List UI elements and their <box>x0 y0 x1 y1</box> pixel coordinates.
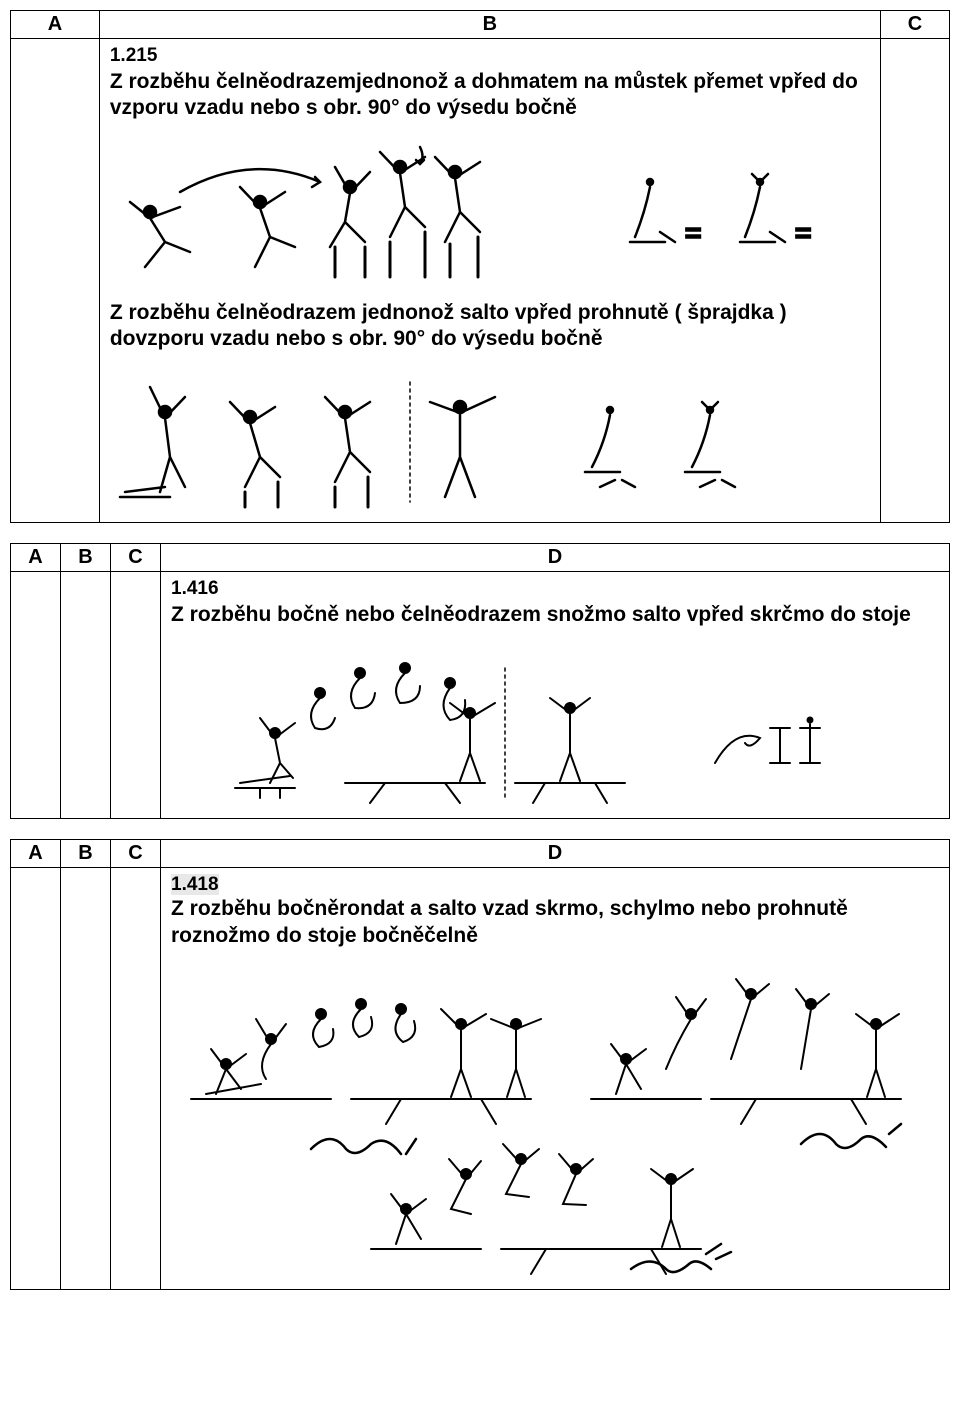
skill-description-2: Z rozběhu čelněodrazem jednonož salto vp… <box>110 300 870 353</box>
skill-table-3: A B C D 1.418 Z rozběhu bočněrondat a sa… <box>10 839 950 1290</box>
cell-C <box>880 39 949 523</box>
col-header-C: C <box>111 544 161 572</box>
cell-A <box>11 868 61 1290</box>
table-row: 1.215 Z rozběhu čelněodrazemjednonož a d… <box>11 39 950 523</box>
col-header-D: D <box>161 840 950 868</box>
cell-A <box>11 39 100 523</box>
cell-D: 1.418 Z rozběhu bočněrondat a salto vzad… <box>161 868 950 1290</box>
cell-B: 1.215 Z rozběhu čelněodrazemjednonož a d… <box>99 39 880 523</box>
cell-C <box>111 868 161 1290</box>
skill-code: 1.215 <box>110 45 870 67</box>
col-header-A: A <box>11 544 61 572</box>
col-header-A: A <box>11 11 100 39</box>
skill-illustration <box>171 959 939 1279</box>
cell-B <box>61 572 111 819</box>
table-row: 1.416 Z rozběhu bočně nebo čelněodrazem … <box>11 572 950 819</box>
skill-table-1: A B C 1.215 Z rozběhu čelněodrazemjednon… <box>10 10 950 523</box>
cell-A <box>11 572 61 819</box>
col-header-C: C <box>880 11 949 39</box>
col-header-D: D <box>161 544 950 572</box>
col-header-C: C <box>111 840 161 868</box>
skill-illustration: = = <box>110 132 870 292</box>
table-header-row: A B C D <box>11 840 950 868</box>
cell-B <box>61 868 111 1290</box>
table-header-row: A B C D <box>11 544 950 572</box>
cell-C <box>111 572 161 819</box>
skill-table-2: A B C D 1.416 Z rozběhu bočně nebo čelně… <box>10 543 950 819</box>
col-header-B: B <box>61 544 111 572</box>
col-header-B: B <box>61 840 111 868</box>
skill-code: 1.418 <box>171 874 939 896</box>
skill-description: Z rozběhu bočněrondat a salto vzad skrmo… <box>171 896 939 949</box>
svg-text:=: = <box>795 217 811 248</box>
skill-illustration-2 <box>110 362 870 512</box>
cell-D: 1.416 Z rozběhu bočně nebo čelněodrazem … <box>161 572 950 819</box>
table-row: 1.418 Z rozběhu bočněrondat a salto vzad… <box>11 868 950 1290</box>
skill-code: 1.416 <box>171 578 939 600</box>
col-header-B: B <box>99 11 880 39</box>
col-header-A: A <box>11 840 61 868</box>
svg-text:=: = <box>685 217 701 248</box>
skill-description: Z rozběhu čelněodrazemjednonož a dohmate… <box>110 69 870 122</box>
skill-description: Z rozběhu bočně nebo čelněodrazem snožmo… <box>171 602 939 628</box>
table-header-row: A B C <box>11 11 950 39</box>
skill-illustration <box>171 638 939 808</box>
